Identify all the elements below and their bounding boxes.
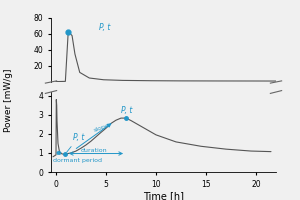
Text: dormant period: dormant period [53, 158, 102, 163]
X-axis label: Time [h]: Time [h] [143, 191, 184, 200]
Text: P, t: P, t [121, 106, 132, 118]
Text: P, t: P, t [67, 133, 84, 152]
Text: P, t: P, t [99, 23, 110, 32]
Text: Power [mW/g]: Power [mW/g] [4, 68, 14, 132]
Text: duration: duration [81, 148, 108, 153]
Text: slope: slope [93, 123, 110, 133]
